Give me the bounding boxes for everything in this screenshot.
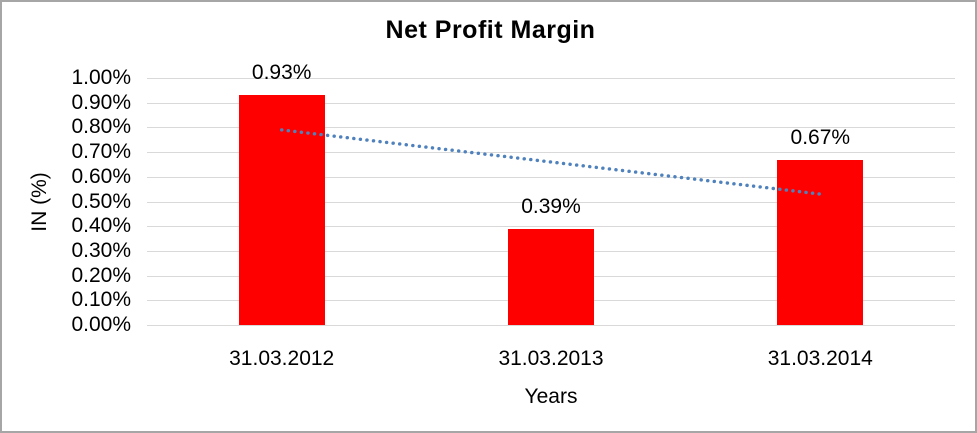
gridline: [147, 127, 955, 129]
trendline: [279, 128, 822, 196]
y-axis-tick-label: 0.20%: [71, 263, 131, 287]
data-label: 0.93%: [251, 61, 312, 85]
y-axis-tick-label: 0.50%: [71, 189, 131, 213]
y-axis-tick-label: 0.10%: [71, 288, 131, 312]
gridline: [147, 201, 955, 203]
gridline: [147, 176, 955, 178]
x-axis-title: Years: [524, 385, 578, 408]
gridline: [147, 226, 955, 228]
y-axis-tick-label: 1.00%: [71, 66, 131, 89]
x-axis-tick-label: 31.03.2012: [229, 347, 335, 370]
x-axis-tick-label: 31.03.2014: [767, 347, 873, 370]
bar-31.03.2014: [777, 159, 864, 325]
y-axis-tick-label: 0.30%: [71, 238, 131, 262]
y-axis-tick-label: 0.00%: [71, 313, 131, 336]
bar-31.03.2013: [508, 228, 594, 325]
y-axis-tick-label: 0.60%: [71, 164, 131, 188]
data-label: 0.67%: [790, 125, 851, 149]
y-axis-tick-label: 0.70%: [71, 140, 131, 164]
bar-31.03.2012: [238, 95, 325, 325]
gridline: [147, 78, 955, 79]
data-label: 0.39%: [521, 194, 581, 218]
y-axis-tick-label: 0.90%: [71, 90, 131, 114]
gridline: [147, 325, 955, 326]
y-axis-tick-label: 0.40%: [71, 214, 131, 238]
chart-title: Net Profit Margin: [385, 16, 596, 44]
plot-area: [147, 78, 955, 326]
x-axis-tick-label: 31.03.2013: [498, 347, 604, 370]
gridline: [147, 152, 955, 154]
y-axis-tick-label: 0.80%: [71, 115, 131, 139]
gridline: [147, 102, 955, 104]
